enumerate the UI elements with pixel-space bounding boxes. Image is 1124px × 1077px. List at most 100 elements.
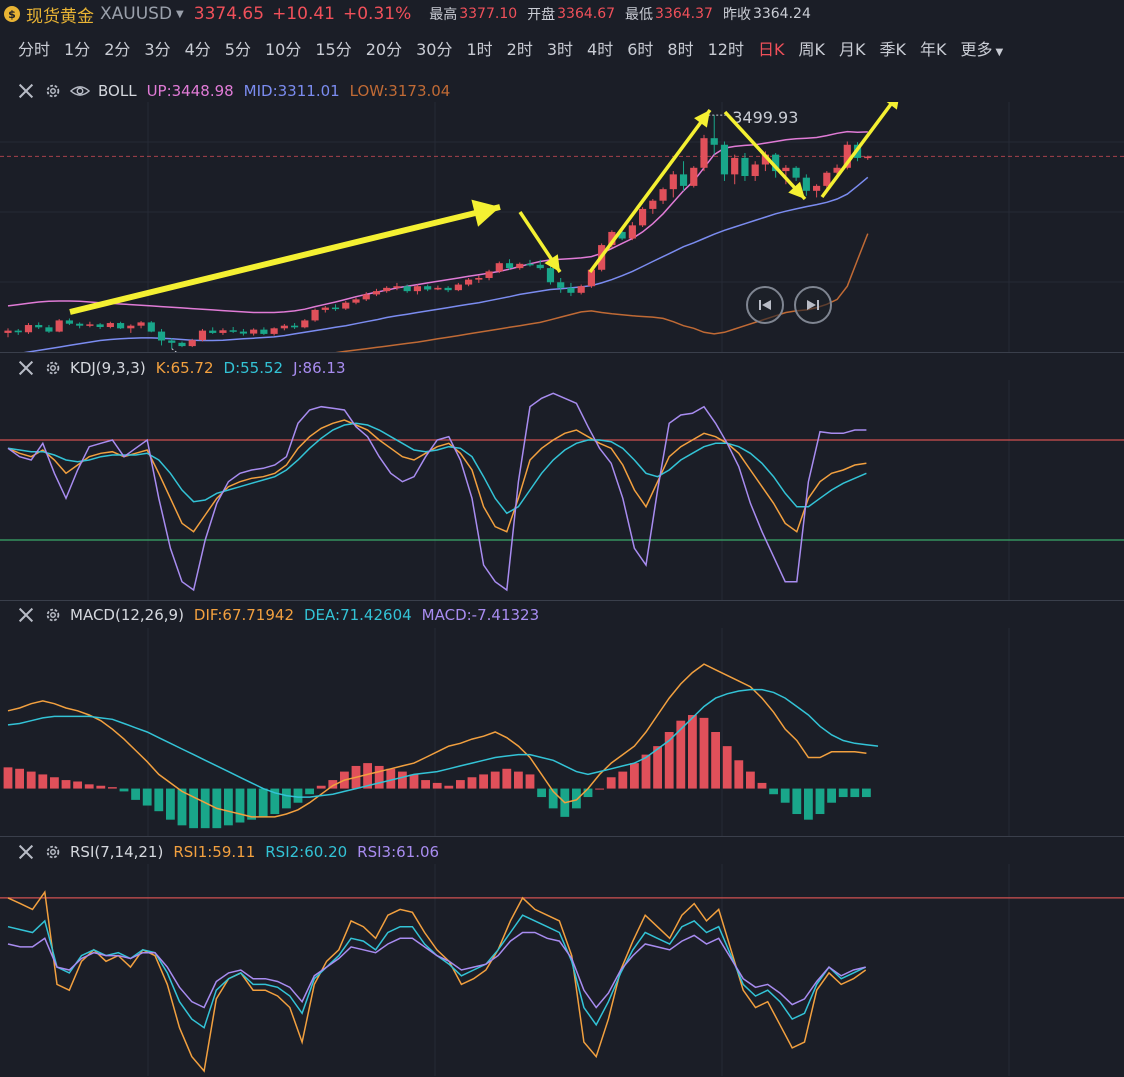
macd-bar-4 xyxy=(49,777,59,789)
macd-bar-28 xyxy=(328,780,338,789)
candle-61 xyxy=(628,225,636,239)
candle-39 xyxy=(403,286,411,292)
macd-bar-51 xyxy=(595,788,605,790)
trend-arrow-2 xyxy=(588,108,712,274)
tab-13[interactable]: 4时 xyxy=(587,40,614,59)
arrow-head-4 xyxy=(886,102,899,110)
candle-23 xyxy=(239,331,247,334)
open-label: 开盘 xyxy=(527,7,556,23)
candle-2 xyxy=(24,325,33,333)
macd-bar-40 xyxy=(467,777,477,789)
candle-71 xyxy=(731,157,739,175)
tab-5[interactable]: 5分 xyxy=(224,40,251,59)
macd-bar-26 xyxy=(305,788,315,795)
tab-8[interactable]: 20分 xyxy=(365,40,403,59)
candle-15 xyxy=(157,331,166,341)
chevron-down-icon[interactable]: ▼ xyxy=(176,8,184,20)
tab-11[interactable]: 2时 xyxy=(506,40,533,59)
macd-value-label: MACD:-7.41323 xyxy=(421,606,540,624)
boll-mid-line xyxy=(23,176,869,352)
macd-bar-22 xyxy=(258,788,268,817)
pane-divider[interactable] xyxy=(0,352,1124,353)
open-value: 3364.67 xyxy=(557,6,616,22)
tab-14[interactable]: 6时 xyxy=(627,40,654,59)
gear-icon[interactable] xyxy=(44,359,62,377)
eye-icon[interactable] xyxy=(70,82,90,100)
macd-dif-label: DIF:67.71942 xyxy=(193,606,294,624)
macd-bar-43 xyxy=(502,768,512,789)
macd-bar-32 xyxy=(374,765,384,789)
skip-back-icon xyxy=(759,300,771,310)
gear-icon[interactable] xyxy=(44,82,62,100)
candle-12 xyxy=(127,325,135,329)
tab-18[interactable]: 周K xyxy=(798,40,825,59)
candle-77 xyxy=(792,167,800,178)
candle-19 xyxy=(198,330,207,341)
low-value: 3364.37 xyxy=(655,6,713,22)
tab-20[interactable]: 季K xyxy=(879,40,906,59)
macd-bar-54 xyxy=(629,763,639,789)
boll-mid-label: MID:3311.01 xyxy=(243,82,340,100)
symbol-selector[interactable]: $ 现货黄金 XAUUSD ▼ 3374.65 +10.41 +0.31% 最高… xyxy=(0,2,811,27)
macd-bar-12 xyxy=(142,788,152,806)
close-icon[interactable] xyxy=(18,607,34,623)
candle-62 xyxy=(639,208,647,226)
rsi-chart xyxy=(0,864,1124,1076)
trend-arrow-0 xyxy=(69,204,501,315)
tab-1[interactable]: 1分 xyxy=(64,40,91,59)
pane-divider[interactable] xyxy=(0,836,1124,837)
tab-9[interactable]: 30分 xyxy=(416,40,453,59)
macd-bar-68 xyxy=(792,788,802,815)
candle-75 xyxy=(772,154,780,172)
tab-0[interactable]: 分时 xyxy=(18,40,51,59)
macd-bar-1 xyxy=(15,768,25,789)
candle-45 xyxy=(465,279,473,285)
tab-4[interactable]: 4分 xyxy=(184,40,211,59)
boll-low-line xyxy=(334,233,869,352)
tab-6[interactable]: 10分 xyxy=(264,40,302,59)
macd-dif-line xyxy=(7,663,867,818)
candle-18 xyxy=(188,340,196,347)
candle-82 xyxy=(843,144,851,168)
rsi-2-label: RSI2:60.20 xyxy=(265,843,348,861)
prev-button[interactable] xyxy=(746,286,784,324)
gear-icon[interactable] xyxy=(44,606,62,624)
macd-bar-46 xyxy=(537,788,547,798)
close-icon[interactable] xyxy=(18,844,34,860)
close-icon[interactable] xyxy=(18,83,34,99)
candle-67 xyxy=(690,167,698,186)
tab-15[interactable]: 8时 xyxy=(667,40,694,59)
candle-20 xyxy=(209,330,217,333)
tab-7[interactable]: 15分 xyxy=(315,40,352,59)
tab-22[interactable]: 更多 ▼ xyxy=(960,40,1004,59)
quote-header: $ 现货黄金 XAUUSD ▼ 3374.65 +10.41 +0.31% 最高… xyxy=(0,0,1124,28)
kdj-line-K xyxy=(7,419,867,533)
tab-16[interactable]: 12时 xyxy=(707,40,744,59)
candle-7 xyxy=(76,323,84,326)
macd-bar-66 xyxy=(769,788,779,795)
tab-3[interactable]: 3分 xyxy=(144,40,171,59)
pane-divider[interactable] xyxy=(0,600,1124,601)
kdj-j-label: J:86.13 xyxy=(293,359,346,377)
macd-chart xyxy=(3,628,1010,836)
next-button[interactable] xyxy=(794,286,832,324)
tab-19[interactable]: 月K xyxy=(838,40,866,59)
tab-21[interactable]: 年K xyxy=(919,40,947,59)
kdj-name: KDJ(9,3,3) xyxy=(70,359,146,377)
gear-icon[interactable] xyxy=(44,843,62,861)
tab-12[interactable]: 3时 xyxy=(546,40,574,59)
last-price: 3374.65 xyxy=(193,4,265,24)
kdj-chart xyxy=(0,380,1124,600)
candle-4 xyxy=(45,327,53,332)
candle-25 xyxy=(260,329,268,334)
tab-17[interactable]: 日K xyxy=(757,40,785,59)
macd-bar-9 xyxy=(107,787,117,789)
candle-33 xyxy=(342,302,350,309)
close-icon[interactable] xyxy=(18,360,34,376)
candle-5 xyxy=(55,320,63,332)
macd-bar-17 xyxy=(200,788,210,829)
tab-10[interactable]: 1时 xyxy=(466,40,493,59)
boll-up-label: UP:3448.98 xyxy=(146,82,234,100)
tab-2[interactable]: 2分 xyxy=(104,40,131,59)
high-value: 3377.10 xyxy=(459,6,518,22)
